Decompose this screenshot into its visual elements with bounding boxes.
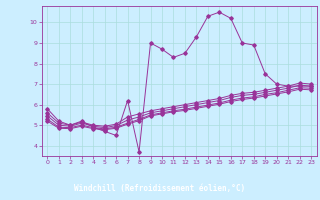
Text: Windchill (Refroidissement éolien,°C): Windchill (Refroidissement éolien,°C) [75, 184, 245, 193]
